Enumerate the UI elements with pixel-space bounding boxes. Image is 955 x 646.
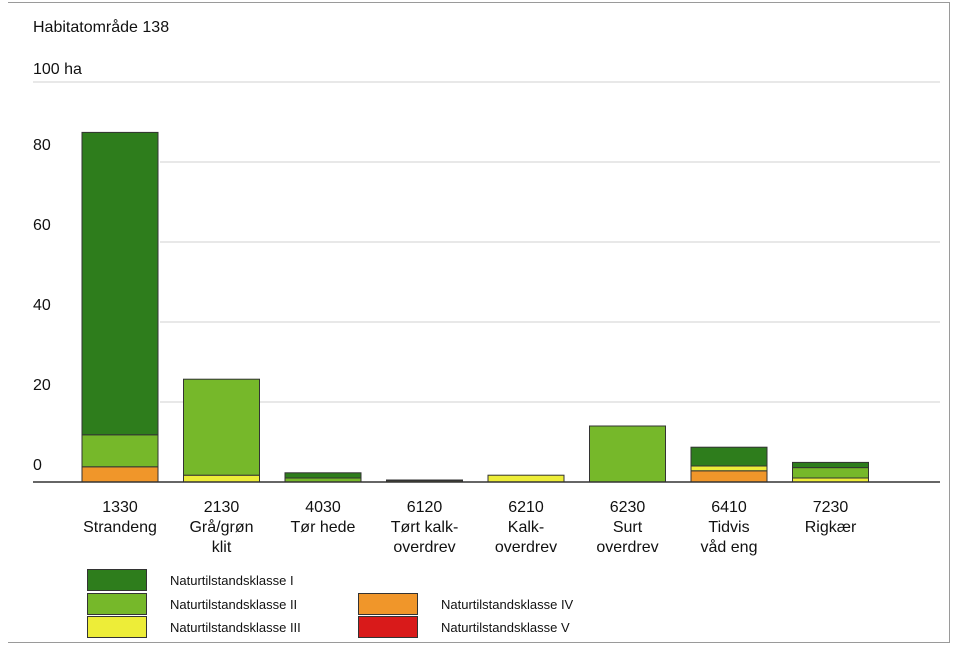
legend-label: Naturtilstandsklasse V bbox=[441, 620, 570, 635]
x-tick-label: 2130 Grå/grøn klit bbox=[189, 499, 253, 556]
bar-segment bbox=[183, 474, 260, 483]
bar-segment bbox=[589, 425, 666, 483]
y-tick-label: 60 bbox=[33, 217, 51, 234]
x-tick-label: 6410 Tidvis våd eng bbox=[701, 499, 758, 556]
legend-label: Naturtilstandsklasse I bbox=[170, 573, 294, 588]
legend-label: Naturtilstandsklasse II bbox=[170, 597, 298, 612]
legend-swatch bbox=[358, 593, 418, 615]
bar-segment bbox=[690, 470, 768, 483]
legend-swatch bbox=[358, 616, 418, 638]
y-tick-label: 40 bbox=[33, 297, 51, 314]
bar-segment bbox=[386, 479, 463, 482]
legend-swatch bbox=[87, 593, 147, 615]
bar-segment bbox=[792, 467, 869, 479]
y-tick-label: 20 bbox=[33, 377, 51, 394]
bar-segment bbox=[183, 378, 260, 476]
bar-segment bbox=[690, 446, 768, 467]
legend-swatch bbox=[87, 616, 147, 638]
legend-label: Naturtilstandsklasse III bbox=[170, 620, 301, 635]
x-tick-label: 6120 Tørt kalk-overdrev bbox=[391, 499, 459, 556]
bar-segment bbox=[81, 434, 159, 468]
legend-swatch bbox=[87, 569, 147, 591]
bar-segment bbox=[81, 466, 159, 483]
x-tick-label: 4030 Tør hede bbox=[291, 499, 356, 536]
bar-segment bbox=[81, 131, 159, 436]
x-tick-label: 7230 Rigkær bbox=[805, 499, 857, 536]
y-tick-label: 80 bbox=[33, 137, 51, 154]
y-tick-label: 0 bbox=[33, 457, 42, 474]
bar-segment bbox=[284, 472, 362, 479]
stacked-bar-chart: 0 20 40 60 80 1330 Strandeng 2130 Grå/grøn klit 40… bbox=[33, 81, 940, 556]
y-axis-unit-label: 100 ha bbox=[33, 61, 82, 78]
bar-segment bbox=[690, 465, 768, 472]
x-tick-label: 6210 Kalk-overdrev bbox=[495, 499, 557, 556]
bar-segment bbox=[487, 474, 565, 483]
chart-title: Habitatområde 138 bbox=[33, 19, 170, 36]
x-tick-label: 1330 Strandeng bbox=[83, 499, 157, 536]
bar-segment bbox=[792, 461, 869, 469]
legend-label: Naturtilstandsklasse IV bbox=[441, 597, 574, 612]
chart-frame bbox=[8, 2, 950, 643]
x-tick-label: 6230 Surt overdrev bbox=[596, 499, 658, 556]
